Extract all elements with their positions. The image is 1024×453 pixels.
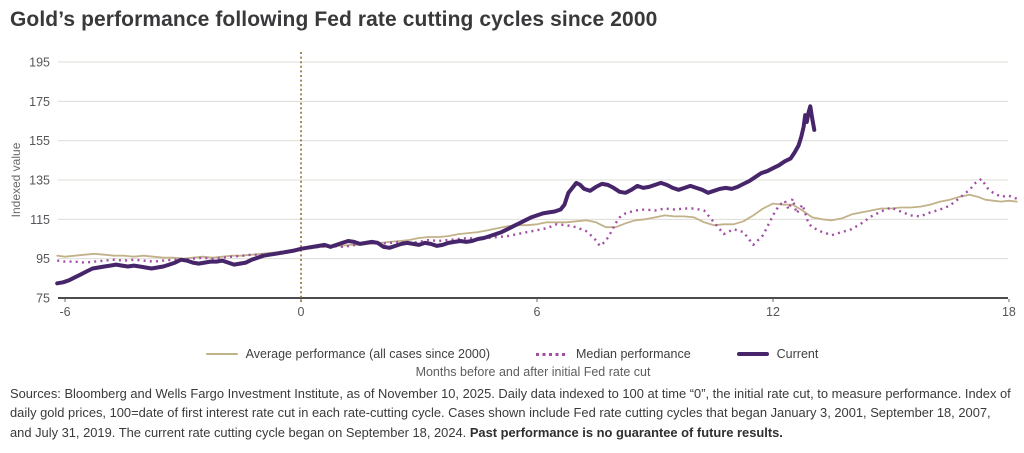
current-line-swatch-icon <box>736 352 769 356</box>
x-axis-title: Months before and after initial Fed rate… <box>415 365 651 379</box>
y-tick-label: 75 <box>36 292 50 306</box>
source-note-text: Sources: Bloomberg and Wells Fargo Inves… <box>10 386 1011 440</box>
x-tick-label: 0 <box>298 305 305 319</box>
median-dotted-line-swatch-icon <box>536 352 568 356</box>
x-tick-label: 6 <box>534 305 541 319</box>
line-chart: 75 95 115 135 155 175 195 -6 0 6 12 18 Indexed value <box>9 52 1018 319</box>
legend-label-current: Current <box>776 347 819 361</box>
y-tick-label: 195 <box>29 56 50 70</box>
y-tick-label: 135 <box>29 174 50 188</box>
x-tick-label: -6 <box>59 305 70 319</box>
legend-label-average: Average performance (all cases since 200… <box>245 347 490 361</box>
source-note-disclaimer: Past performance is no guarantee of futu… <box>469 424 783 440</box>
source-note: Sources: Bloomberg and Wells Fargo Inves… <box>10 384 1014 442</box>
series-current-line <box>55 104 817 286</box>
chart-title: Gold’s performance following Fed rate cu… <box>10 8 658 31</box>
series-median-line <box>57 177 1018 264</box>
chart-legend: Average performance (all cases since 200… <box>0 347 1024 361</box>
y-tick-label: 115 <box>30 213 50 227</box>
series-average-line <box>56 193 1018 260</box>
legend-item-median: Median performance <box>536 347 691 361</box>
legend-label-median: Median performance <box>576 347 691 361</box>
y-tick-label: 175 <box>29 95 50 109</box>
x-tick-label: 12 <box>766 305 780 319</box>
y-tick-label: 155 <box>29 134 50 148</box>
y-axis-title: Indexed value <box>9 142 23 217</box>
average-line-swatch-icon <box>205 353 238 355</box>
chart-plot-area: 75 95 115 135 155 175 195 -6 0 6 12 18 Indexed value <box>0 42 1024 342</box>
y-tick-label: 95 <box>36 252 50 266</box>
x-tick-label: 18 <box>1002 305 1016 319</box>
legend-item-current: Current <box>736 347 819 361</box>
legend-item-average: Average performance (all cases since 200… <box>205 347 490 361</box>
